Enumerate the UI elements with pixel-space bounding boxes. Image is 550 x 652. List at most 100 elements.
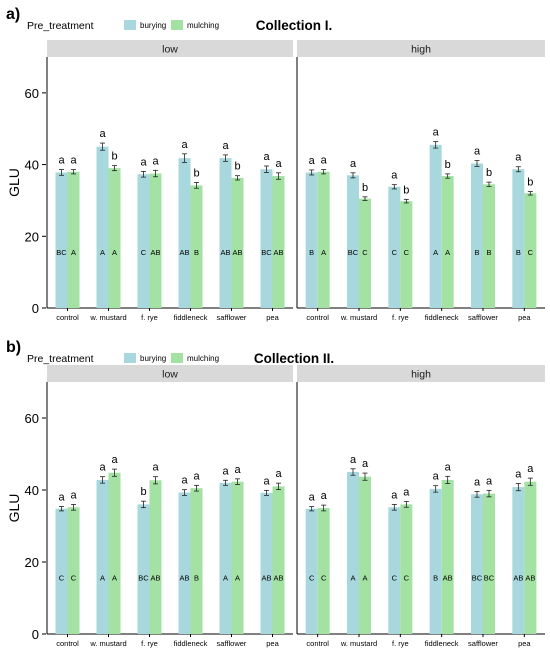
significance-letter: b [486, 167, 492, 179]
bar-burying [137, 174, 150, 308]
bar-mulching [524, 481, 537, 634]
group-letter: BC [484, 574, 495, 583]
group-letter: B [433, 574, 438, 583]
x-tick-label: f. rye [392, 639, 409, 648]
significance-letter: a [321, 155, 328, 167]
bar-mulching [441, 479, 454, 634]
group-letter: BC [261, 248, 272, 257]
facet-strip-label: low [162, 369, 178, 381]
significance-letter: b [403, 184, 409, 196]
significance-letter: a [309, 155, 316, 167]
y-tick-label: 20 [25, 555, 39, 570]
x-tick-label: pea [266, 313, 279, 322]
bar-mulching [317, 171, 330, 308]
legend-label-burying: burying [140, 21, 166, 30]
legend-label-burying: burying [140, 354, 166, 363]
group-letter: A [100, 248, 105, 257]
significance-letter: a [181, 139, 188, 151]
x-tick-label: f. rye [141, 313, 158, 322]
group-letter: A [112, 574, 117, 583]
significance-letter: a [527, 463, 534, 475]
y-axis-label: GLU [6, 494, 22, 523]
group-letter: AB [220, 248, 230, 257]
group-letter: A [362, 574, 367, 583]
significance-letter: a [474, 476, 481, 488]
group-letter: A [112, 248, 117, 257]
bar-mulching [231, 481, 244, 634]
group-letter: BC [348, 248, 359, 257]
significance-letter: b [527, 176, 533, 188]
group-letter: C [71, 574, 77, 583]
legend-swatch-mulching [171, 20, 183, 30]
x-tick-label: control [56, 639, 79, 648]
group-letter: C [404, 248, 410, 257]
bar-burying [219, 158, 232, 308]
group-letter: AB [150, 574, 160, 583]
group-letter: AB [179, 248, 189, 257]
group-letter: A [321, 248, 326, 257]
group-letter: C [362, 248, 368, 257]
significance-letter: a [362, 458, 369, 470]
significance-letter: b [140, 486, 146, 498]
legend-swatch-burying [124, 353, 136, 363]
panel-1: a) Pre_treatment burying mulching Collection… [6, 6, 545, 322]
bar-burying [471, 494, 483, 634]
bar-burying [137, 504, 150, 634]
bar-burying [347, 472, 359, 634]
bar-mulching [483, 184, 495, 308]
bar-burying [347, 175, 359, 308]
significance-letter: a [152, 462, 159, 474]
y-axis-label: GLU [6, 168, 22, 197]
bar-mulching [400, 504, 413, 634]
x-tick-label: w. mustard [89, 639, 126, 648]
group-letter: A [350, 574, 355, 583]
bar-burying [178, 158, 191, 308]
y-tick-label: 20 [25, 229, 39, 244]
significance-letter: a [309, 492, 316, 504]
significance-letter: a [181, 475, 188, 487]
significance-letter: a [99, 462, 106, 474]
bar-mulching [359, 476, 371, 634]
group-letter: AB [513, 574, 523, 583]
significance-letter: a [70, 489, 77, 501]
facet-strip [297, 40, 545, 57]
significance-letter: a [433, 127, 440, 139]
bar-burying [260, 169, 273, 308]
group-letter: C [392, 248, 398, 257]
group-letter: AB [232, 248, 242, 257]
x-tick-label: control [306, 313, 329, 322]
bar-burying [305, 172, 318, 308]
y-tick-label: 40 [25, 158, 39, 173]
significance-letter: a [234, 464, 241, 476]
y-tick-label: 60 [25, 86, 39, 101]
group-letter: A [100, 574, 105, 583]
significance-letter: a [275, 468, 282, 480]
bar-burying [512, 487, 525, 634]
legend-title: Pre_treatment [27, 20, 94, 32]
x-tick-label: f. rye [141, 639, 158, 648]
facet-strip [47, 365, 293, 382]
bar-burying [388, 507, 401, 634]
significance-letter: b [111, 151, 117, 163]
significance-letter: b [362, 182, 368, 194]
bar-mulching [400, 201, 413, 308]
x-tick-label: fiddleneck [174, 639, 208, 648]
significance-letter: a [486, 475, 493, 487]
significance-letter: a [445, 461, 452, 473]
facet-strip [47, 40, 293, 57]
significance-letter: a [515, 469, 522, 481]
significance-letter: a [263, 151, 270, 163]
significance-letter: a [222, 140, 229, 152]
bar-mulching [317, 508, 330, 634]
significance-letter: a [58, 155, 65, 167]
group-letter: B [474, 248, 479, 257]
y-tick-label: 40 [25, 483, 39, 498]
facet-strip [297, 365, 545, 382]
x-tick-label: f. rye [392, 313, 409, 322]
group-letter: A [71, 248, 76, 257]
legend-label-mulching: mulching [187, 354, 219, 363]
group-letter: BC [56, 248, 67, 257]
facet-strip-label: high [411, 44, 431, 56]
